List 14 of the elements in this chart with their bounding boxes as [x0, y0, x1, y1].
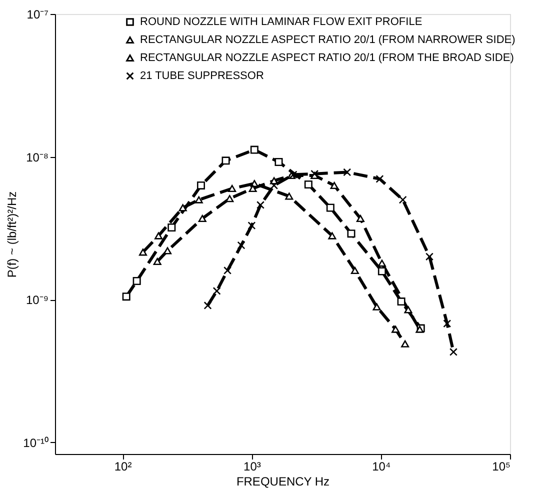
y-tick-label: 10⁻⁸	[26, 150, 48, 164]
legend-label: ROUND NOZZLE WITH LAMINAR FLOW EXIT PROFILE	[140, 16, 422, 28]
legend-label: RECTANGULAR NOZZLE ASPECT RATIO 20/1 (FROM NARROWER SIDE)	[140, 34, 516, 46]
y-tick-label: 10⁻⁷	[26, 8, 48, 22]
x-tick-label: 10³	[244, 460, 261, 474]
x-axis-title: FREQUENCY Hz	[236, 474, 330, 488]
y-tick-label: 10⁻⁹	[26, 293, 48, 308]
x-tick-label: 10⁴	[372, 460, 391, 474]
legend-label: 21 TUBE SUPPRESSOR	[140, 70, 264, 82]
x-tick-label: 10²	[114, 460, 132, 474]
x-tick-label: 10⁵	[492, 460, 511, 474]
legend-label: RECTANGULAR NOZZLE ASPECT RATIO 20/1 (FROM THE BROAD SIDE)	[140, 52, 514, 64]
y-tick-label: 10⁻¹⁰	[23, 436, 48, 450]
y-axis-title: P(f) ~ (lb/ft²)²/Hz	[5, 191, 20, 278]
